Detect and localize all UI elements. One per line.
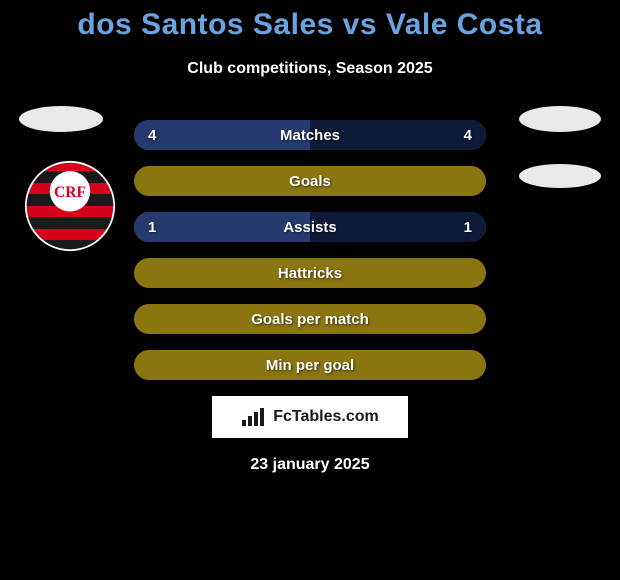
stat-value-left: 1	[148, 219, 156, 236]
stat-row: Goals	[134, 166, 486, 196]
subtitle: Club competitions, Season 2025	[0, 60, 620, 78]
stat-row: Matches 4 4	[134, 120, 486, 150]
stat-value-right: 4	[464, 127, 472, 144]
bars-icon	[241, 406, 267, 428]
stat-label: Min per goal	[266, 357, 354, 374]
stat-label: Hattricks	[278, 265, 342, 282]
player-badge-left-top	[19, 106, 103, 132]
stat-label: Matches	[280, 127, 340, 144]
stat-value-right: 1	[464, 219, 472, 236]
stat-row: Assists 1 1	[134, 212, 486, 242]
stat-row: Goals per match	[134, 304, 486, 334]
stat-row: Hattricks	[134, 258, 486, 288]
crest-icon: CRF	[24, 160, 116, 252]
logo-text: FcTables.com	[273, 408, 379, 426]
page-title: dos Santos Sales vs Vale Costa	[0, 8, 620, 42]
stat-row: Min per goal	[134, 350, 486, 380]
comparison-card: dos Santos Sales vs Vale Costa Club comp…	[0, 0, 620, 580]
club-crest-left: CRF	[24, 160, 116, 252]
stat-label: Goals	[289, 173, 331, 190]
stat-label: Assists	[283, 219, 336, 236]
player-badge-right-mid	[519, 164, 601, 188]
stat-value-left: 4	[148, 127, 156, 144]
date-text: 23 january 2025	[0, 456, 620, 474]
svg-text:CRF: CRF	[54, 184, 86, 201]
stat-label: Goals per match	[251, 311, 369, 328]
source-logo: FcTables.com	[212, 396, 408, 438]
stat-area: CRF Matches 4 4 Goals Assists 1 1 Hattricks Goal…	[0, 120, 620, 380]
stat-rows: Matches 4 4 Goals Assists 1 1 Hattricks Goals pe…	[134, 120, 486, 380]
player-badge-right-top	[519, 106, 601, 132]
